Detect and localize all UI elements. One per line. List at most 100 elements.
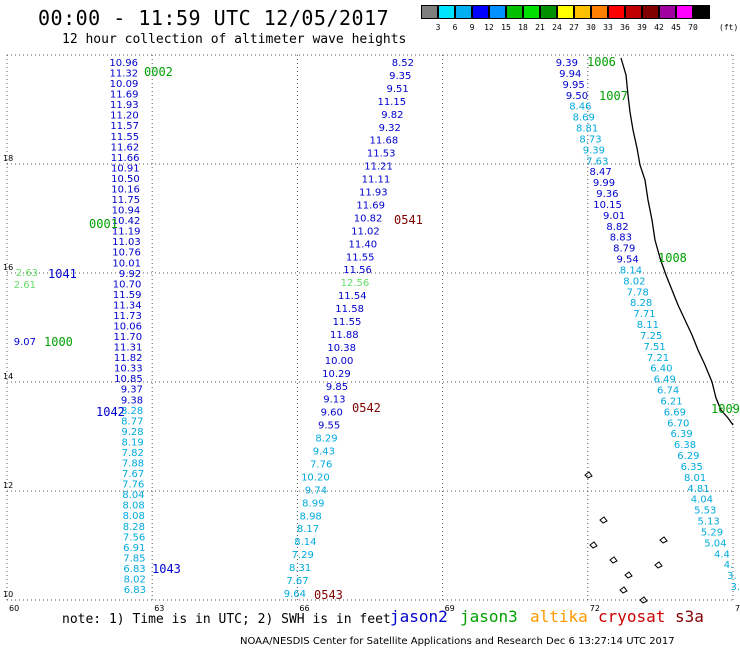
island <box>609 556 618 564</box>
track1-value: 8.04 <box>122 490 144 501</box>
track1-value: 11.34 <box>113 300 142 311</box>
lon-tick-label: 63 <box>154 604 164 612</box>
track1-value: 10.70 <box>113 279 142 290</box>
pass-label: 1041 <box>48 267 77 281</box>
track1-value: 11.20 <box>110 111 139 122</box>
color-scale-tick: 45 <box>671 23 681 32</box>
track1-value: 9.37 <box>121 385 143 396</box>
track2-value: 10.82 <box>354 213 383 224</box>
track2-value: 9.60 <box>321 408 343 419</box>
track3-value: 9.54 <box>616 255 638 266</box>
color-scale-swatch <box>659 5 676 19</box>
track1-value: 11.73 <box>113 311 142 322</box>
track1-value: 10.16 <box>111 184 140 195</box>
track2-value: 11.55 <box>333 317 362 328</box>
page-subtitle: 12 hour collection of altimeter wave hei… <box>62 32 407 47</box>
track3-value: 5.04 <box>704 538 726 549</box>
track2-value: 8.31 <box>289 563 311 574</box>
track1-value: 8.28 <box>121 406 143 417</box>
color-scale-tick: 30 <box>586 23 596 32</box>
track1-extra-value: 2.61 <box>14 280 36 291</box>
track3-value: 7.51 <box>643 342 665 353</box>
color-scale-tick: 15 <box>501 23 511 32</box>
track3-value: 7.21 <box>647 353 669 364</box>
track3-value: 6.70 <box>667 418 689 429</box>
track2-value: 11.15 <box>377 97 406 108</box>
track3-value: 9.36 <box>596 189 618 200</box>
track2-value: 9.82 <box>381 110 403 121</box>
track2-value: 9.35 <box>389 71 411 82</box>
color-scale-tick: 9 <box>469 23 475 32</box>
legend-s3a: s3a <box>675 607 704 626</box>
track3-value: 6.74 <box>657 386 679 397</box>
track1-value: 10.94 <box>112 206 141 217</box>
track2-value: 11.69 <box>356 200 385 211</box>
legend-note: note: 1) Time is in UTC; 2) SWH is in fe… <box>62 612 391 627</box>
color-scale-swatch <box>472 5 489 19</box>
track1-value: 8.77 <box>121 416 143 427</box>
track1-value: 10.42 <box>112 216 141 227</box>
track1-value: 11.03 <box>112 237 141 248</box>
track3-value: 3. <box>727 571 737 582</box>
track2-value: 11.68 <box>370 136 399 147</box>
track1-value: 6.83 <box>123 564 145 575</box>
track3-value: 5.13 <box>697 517 719 528</box>
island <box>639 596 648 604</box>
color-scale-swatch <box>625 5 642 19</box>
color-scale-tick: 18 <box>518 23 528 32</box>
track3-value: 6.40 <box>650 364 672 375</box>
track3-value: 6.21 <box>660 396 682 407</box>
color-scale-tick: 33 <box>603 23 613 32</box>
color-scale-swatch <box>676 5 693 19</box>
track2-value: 9.55 <box>318 421 340 432</box>
track1-extra-value: 2.63 <box>16 268 38 279</box>
page-title: 00:00 - 11:59 UTC 12/05/2017 <box>38 6 390 30</box>
color-scale-swatch <box>557 5 574 19</box>
pass-label: 1042 <box>96 405 125 419</box>
pass-label: 1007 <box>599 89 628 103</box>
lon-tick-label: 66 <box>299 604 309 612</box>
wave-height-map: 60 63 66 69 72 75 10 12 14 16 18 20 10.9611.3210.09… <box>3 52 740 612</box>
track3-value: 9.94 <box>559 69 581 80</box>
track3-value: 8.28 <box>630 298 652 309</box>
track2-value: 11.02 <box>351 226 380 237</box>
track3-value: 9.99 <box>593 178 615 189</box>
track3-value: 8.47 <box>589 167 611 178</box>
color-scale-tick: 24 <box>552 23 562 32</box>
track1-value: 11.55 <box>110 132 139 143</box>
island <box>584 471 593 479</box>
pass-label: 1009 <box>711 402 740 416</box>
track2-value: 8.17 <box>297 524 319 535</box>
track2-value: 10.29 <box>322 369 351 380</box>
track1-value: 11.62 <box>111 142 140 153</box>
pass-labels: 0002 0001 1041 1000 1042 1043 0541 0542 0543 1006… <box>44 55 740 602</box>
track2-value: 11.58 <box>335 304 364 315</box>
track3-value: 6.35 <box>681 462 703 473</box>
track3-value: 9.01 <box>603 211 625 222</box>
pass-label: 1043 <box>152 562 181 576</box>
track1-value: 11.57 <box>110 121 139 132</box>
track2-value: 11.40 <box>348 239 377 250</box>
track1-value: 7.56 <box>123 532 145 543</box>
track1-value: 9.38 <box>121 395 143 406</box>
track1-value: 9.28 <box>121 427 143 438</box>
track2-value: 11.21 <box>364 162 393 173</box>
track1-value: 7.67 <box>122 469 144 480</box>
track2-value: 11.54 <box>338 291 367 302</box>
track3-value: 8.79 <box>613 244 635 255</box>
color-scale-swatch <box>591 5 608 19</box>
island <box>589 541 598 549</box>
track3-value: 8.11 <box>637 320 659 331</box>
color-scale-tick: 36 <box>620 23 630 32</box>
track1-value: 10.01 <box>112 258 141 269</box>
track1-value: 11.31 <box>114 343 143 354</box>
track3-value: 3. <box>730 582 740 593</box>
track3-value: 5.53 <box>694 506 716 517</box>
color-scale-swatch <box>438 5 455 19</box>
track2-value: 7.76 <box>310 459 332 470</box>
track3-value: 4.4 <box>714 549 730 560</box>
track1-value: 7.85 <box>123 553 145 564</box>
track3-value: 8.81 <box>576 124 598 135</box>
track3-value: 4.81 <box>687 484 709 495</box>
color-scale-swatch <box>489 5 506 19</box>
